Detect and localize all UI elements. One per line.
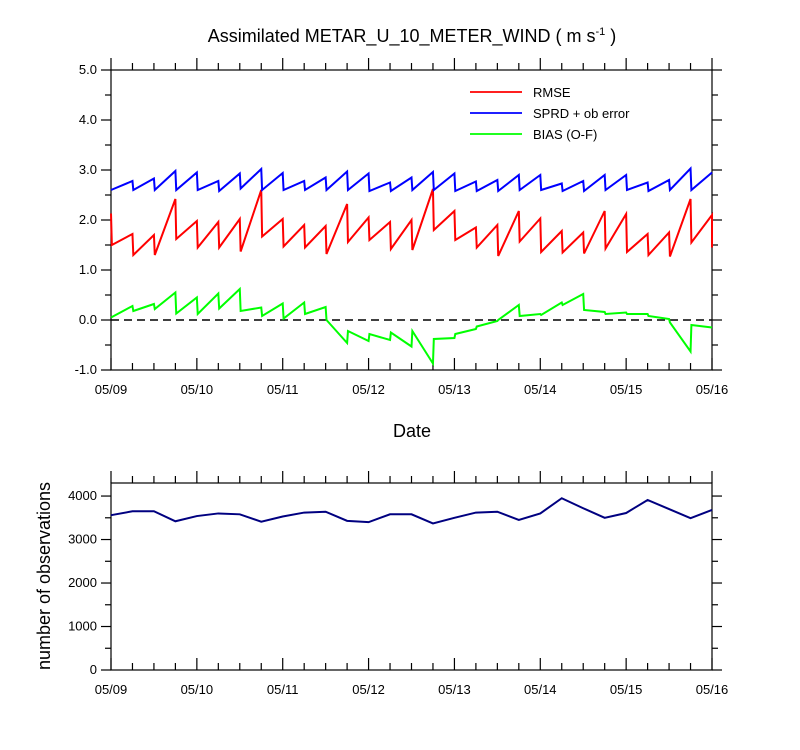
chart-title: Assimilated METAR_U_10_METER_WIND ( m s-…: [208, 26, 617, 47]
bottom-x-tick-label: 05/09: [95, 682, 128, 697]
bottom-x-tick-label: 05/16: [696, 682, 729, 697]
bottom-plot-frame: [110, 482, 713, 671]
bottom-y-tick-label: 3000: [68, 532, 97, 547]
bottom-x-tick-label: 05/10: [181, 682, 214, 697]
top-series-line-2: [110, 166, 713, 194]
top-x-tick-label: 05/16: [696, 382, 729, 397]
top-y-tick-label: 1.0: [79, 262, 97, 277]
top-y-tick-label: 0.0: [79, 312, 97, 327]
top-x-tick-label: 05/14: [524, 382, 557, 397]
bottom-y-tick-label: 2000: [68, 575, 97, 590]
top-y-tick-label: -1.0: [75, 362, 97, 377]
legend-label-1: RMSE: [533, 85, 571, 100]
top-x-axis-title: Date: [393, 421, 431, 441]
bottom-x-tick-label: 05/14: [524, 682, 557, 697]
top-y-tick-label: 5.0: [79, 62, 97, 77]
top-x-tick-label: 05/12: [352, 382, 385, 397]
top-panel: 05/09 05/10 05/11 05/12 05/13 05/14 05/15 05/16…: [75, 58, 729, 397]
top-y-tick-label: 4.0: [79, 112, 97, 127]
bottom-x-tick-label: 05/11: [267, 682, 299, 697]
top-series-line-1: [110, 188, 713, 258]
bottom-panel: 05/09 05/10 05/11 05/12 05/13 05/14 05/15 05/16…: [68, 471, 728, 697]
top-series-line-3: [110, 286, 713, 367]
top-x-tick-label: 05/10: [181, 382, 214, 397]
bottom-x-tick-label: 05/15: [610, 682, 643, 697]
bottom-y-axis-title: number of observations: [34, 482, 54, 670]
bottom-x-tick-label: 05/12: [352, 682, 385, 697]
top-x-tick-label: 05/15: [610, 382, 643, 397]
top-y-tick-label: 2.0: [79, 212, 97, 227]
bottom-y-tick-label: 0: [90, 662, 97, 677]
top-x-tick-label: 05/11: [267, 382, 299, 397]
top-x-tick-label: 05/09: [95, 382, 128, 397]
bottom-y-tick-label: 4000: [68, 488, 97, 503]
bottom-y-tick-label: 1000: [68, 619, 97, 634]
top-y-tick-label: 3.0: [79, 162, 97, 177]
bottom-x-tick-label: 05/13: [438, 682, 471, 697]
legend-label-3: BIAS (O-F): [533, 127, 597, 142]
top-x-tick-label: 05/13: [438, 382, 471, 397]
bottom-series-line-1: [110, 497, 713, 525]
legend-label-2: SPRD + ob error: [533, 106, 630, 121]
